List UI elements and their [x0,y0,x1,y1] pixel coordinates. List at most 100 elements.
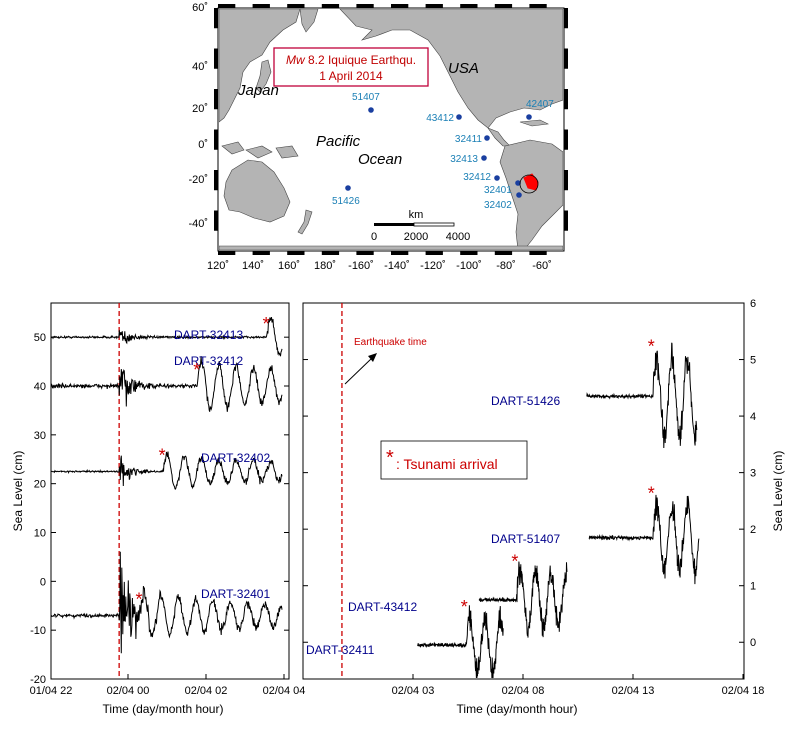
series-line-DART-43412 [478,561,568,638]
map-border-seg [287,4,305,8]
station-label-51407: 51407 [352,92,380,103]
lon-tick-label: 180˚ [314,260,336,272]
lat-tick-label: 40˚ [192,61,208,73]
left-x-tick-label: 02/04 02 [185,685,228,697]
map-title-line2: 1 April 2014 [319,69,383,83]
lon-tick-label: -60˚ [532,260,552,272]
station-dot-32412 [494,175,500,181]
series-label-DART-32411: DART-32411 [306,643,375,657]
left-y-tick-label: 50 [34,332,46,344]
arrival-marker-DART-32411: * [461,597,468,617]
map-border-seg [391,4,409,8]
station-label-51426: 51426 [332,196,360,207]
map-border-seg [287,251,305,255]
map-border-seg [356,251,374,255]
lon-tick-label: -160˚ [348,260,374,272]
earthquake-arrow-head [368,353,377,362]
lat-tick-label: -20˚ [188,174,208,186]
series-label-DART-32413: DART-32413 [174,328,243,342]
arrival-marker-DART-32413: * [263,314,270,334]
map-title-mw: Mw [286,53,306,67]
right-y-tick-label: 2 [750,524,756,536]
lat-tick-label: 60˚ [192,2,208,14]
series-line-DART-32402 [50,451,283,490]
series-line-DART-32412 [50,356,283,412]
left-x-tick-label: 02/04 00 [107,685,150,697]
left-y-tick-label: 20 [34,479,46,491]
left-x-label: Time (day/month hour) [103,702,224,716]
right-x-tick-label: 02/04 08 [502,685,545,697]
map-border-seg [214,129,218,150]
map-border-seg [460,4,478,8]
map-border-seg [564,89,568,110]
arrival-marker-DART-32402: * [159,445,166,465]
map-border-seg [214,89,218,110]
map-panel: 60˚ 40˚ 20˚ 0˚ -20˚ -40˚ 120˚ 140˚ 160˚ 180˚ -160… [188,2,568,272]
right-y-tick-label: 6 [750,298,756,310]
legend-star: * [386,447,394,469]
map-border-seg [252,251,270,255]
left-x-tick-label: 01/04 22 [30,685,73,697]
series-label-DART-51407: DART-51407 [491,532,560,546]
earthquake-time-label: Earthquake time [354,337,427,348]
map-label-pacific: Pacific [316,133,361,150]
station-label-32413: 32413 [450,154,478,165]
arrival-marker-DART-32401: * [136,590,143,610]
lon-tick-label: -120˚ [420,260,446,272]
right-x-label: Time (day/month hour) [457,702,578,716]
map-border-seg [564,210,568,231]
station-dot-42407 [526,114,532,120]
map-border-seg [564,8,568,29]
left-y-tick-label: 0 [40,576,46,588]
right-y-label: Sea Level (cm) [771,451,785,532]
map-border-seg [460,251,478,255]
station-label-32402: 32402 [484,200,512,211]
arrival-marker-DART-43412: * [511,552,518,572]
left-y-tick-label: -20 [30,674,46,686]
left-y-tick-label: 40 [34,381,46,393]
lat-tick-label: 0˚ [198,139,208,151]
station-label-42407: 42407 [526,99,554,110]
map-border-seg [494,4,513,8]
map-border-seg [321,4,340,8]
right-plot-frame [302,302,745,680]
station-dot-32402 [516,192,522,198]
scale-t0: 0 [371,231,377,243]
lat-tick-label: -40˚ [188,218,208,230]
series-line-DART-32411 [417,605,504,679]
station-label-32411: 32411 [455,134,483,145]
lat-tick-label: 20˚ [192,103,208,115]
left-series-group: DART-32413*DART-32412*DART-32402*DART-32… [50,314,283,654]
map-title-box [273,47,429,87]
right-x-tick-label: 02/04 18 [722,685,765,697]
series-label-DART-51426: DART-51426 [491,394,560,408]
map-lon-labels: 120˚ 140˚ 160˚ 180˚ -160˚ -140˚ -120˚ -100˚ -80˚… [207,260,552,272]
left-y-tick-label: -10 [30,625,46,637]
right-y-tick-label: 5 [750,355,756,367]
right-x-tick-label: 02/04 03 [392,685,435,697]
right-y-tick-label: 4 [750,411,756,423]
map-border-seg [529,251,547,255]
map-land [219,9,563,250]
right-y-tick-label: 3 [750,468,756,480]
station-dot-51407 [368,107,374,113]
map-border-seg [214,48,218,69]
map-title-rest: 8.2 Iquique Earthqu. [305,53,416,67]
series-label-DART-32412: DART-32412 [174,354,243,368]
left-y-tick-label: 10 [34,528,46,540]
arrival-marker-DART-32412: * [193,360,200,380]
epicenter-circle [519,174,539,194]
station-label-32412: 32412 [463,172,491,183]
right-y-tick-label: 1 [750,581,756,593]
station-dot-43412 [456,114,462,120]
series-label-DART-32401: DART-32401 [201,587,270,601]
map-label-usa: USA [448,60,479,77]
map-scale-bar: km 0 2000 4000 [371,209,470,243]
map-lat-labels: 60˚ 40˚ 20˚ 0˚ -20˚ -40˚ [188,2,208,230]
scale-t2: 4000 [446,231,470,243]
series-line-DART-32413 [50,317,283,357]
earthquake-arrow-shaft [344,357,373,385]
right-series-group: DART-32411 * DART-43412 * DART-51407 * DART-51… [306,337,700,679]
